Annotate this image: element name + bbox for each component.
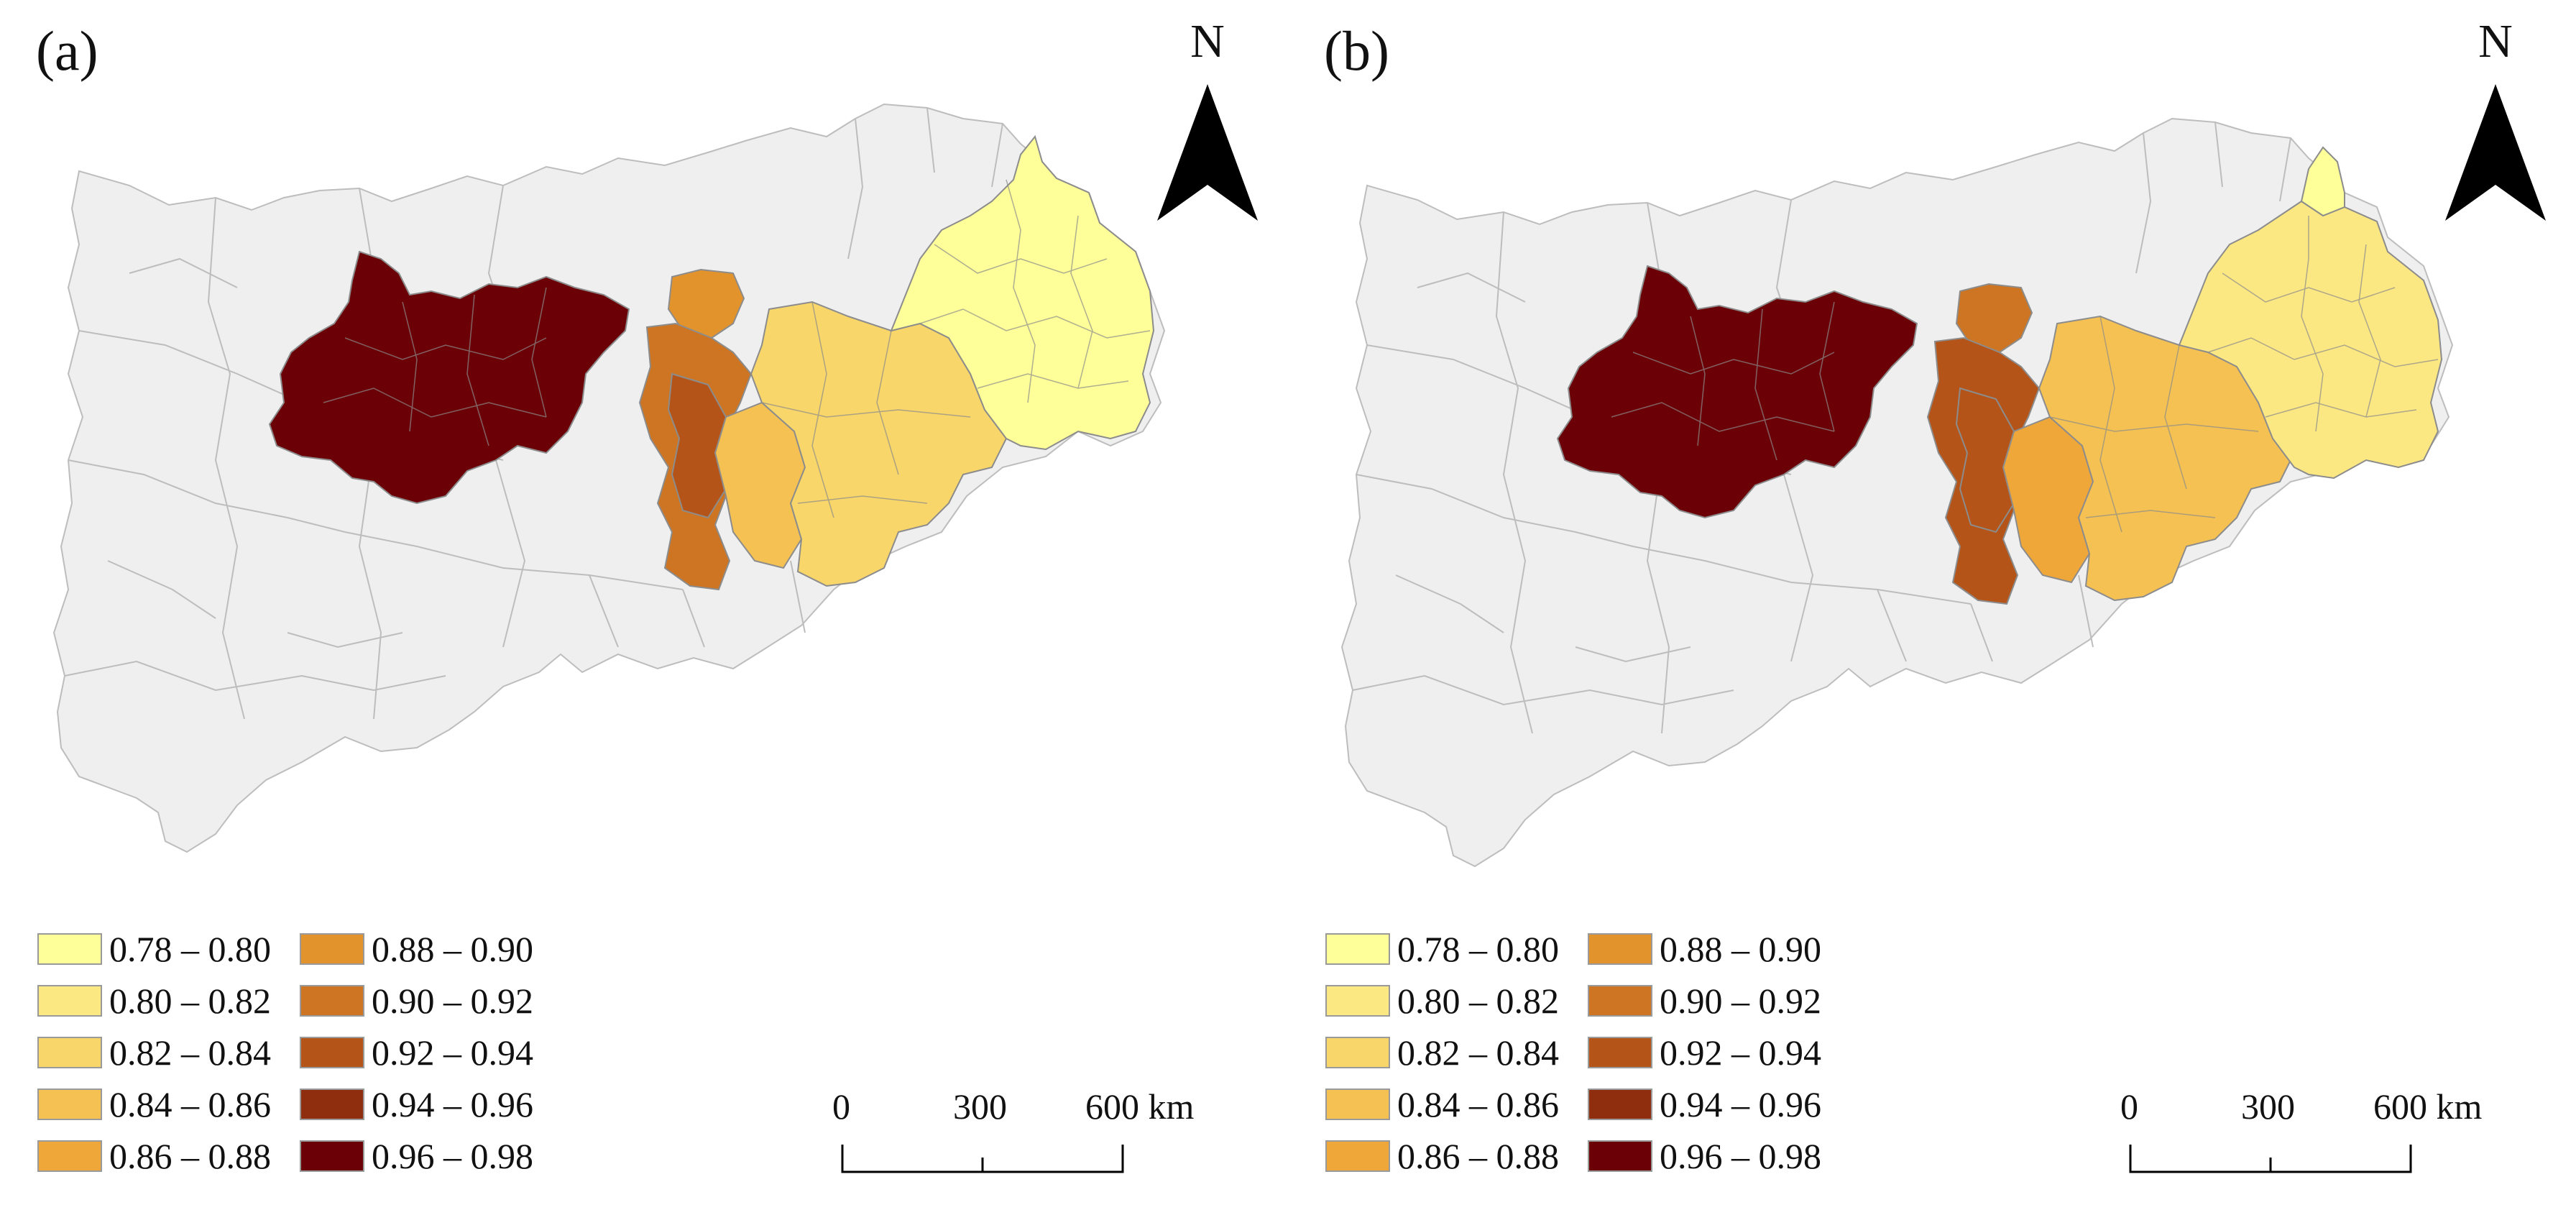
legend: 0.78 – 0.80 0.80 – 0.82 0.82 – 0.84 0.84… (1325, 927, 1872, 1186)
legend-swatch (300, 985, 364, 1017)
legend-label: 0.84 – 0.86 (1397, 1084, 1559, 1124)
legend-swatch (37, 985, 102, 1017)
legend-swatch (1588, 933, 1652, 965)
legend-item: 0.94 – 0.96 (300, 1083, 533, 1126)
scale-line (2129, 1145, 2412, 1173)
legend-item: 0.96 – 0.98 (1588, 1135, 1821, 1178)
scale-label: 0 (2120, 1086, 2138, 1127)
region-east (890, 134, 1155, 451)
north-arrow: N (2445, 18, 2546, 234)
legend-label: 0.86 – 0.88 (1397, 1136, 1559, 1176)
legend-item: 0.78 – 0.80 (1325, 927, 1559, 971)
legend-item: 0.92 – 0.94 (300, 1031, 533, 1074)
north-label: N (1190, 15, 1225, 68)
legend-swatch (1325, 933, 1390, 965)
legend-label: 0.88 – 0.90 (372, 929, 533, 969)
legend-item: 0.80 – 0.82 (37, 979, 271, 1022)
legend-label: 0.88 – 0.90 (1660, 929, 1821, 969)
region-middle-core (1955, 387, 2015, 533)
north-arrow-icon (2445, 84, 2546, 221)
legend-label: 0.82 – 0.84 (109, 1032, 271, 1073)
legend-label: 0.78 – 0.80 (1397, 929, 1559, 969)
legend-swatch (1588, 1037, 1652, 1068)
scale-bar: 0 300 600 km (812, 1086, 1194, 1193)
scale-label: 300 (953, 1086, 1007, 1127)
legend-label: 0.78 – 0.80 (109, 929, 271, 969)
legend-item: 0.96 – 0.98 (300, 1135, 533, 1178)
legend-item: 0.90 – 0.92 (1588, 979, 1821, 1022)
legend-swatch (1588, 1088, 1652, 1120)
legend-label: 0.82 – 0.84 (1397, 1032, 1559, 1073)
legend-item: 0.80 – 0.82 (1325, 979, 1559, 1022)
scale-bar: 0 300 600 km (2100, 1086, 2482, 1193)
region-middle-north (667, 268, 745, 339)
legend-label: 0.92 – 0.94 (1660, 1032, 1821, 1073)
legend-swatch (1325, 1037, 1390, 1068)
legend-label: 0.96 – 0.98 (1660, 1136, 1821, 1176)
legend-label: 0.96 – 0.98 (372, 1136, 533, 1176)
legend-item: 0.90 – 0.92 (300, 979, 533, 1022)
panel-label: (a) (36, 19, 98, 82)
legend: 0.78 – 0.80 0.80 – 0.82 0.82 – 0.84 0.84… (37, 927, 584, 1186)
legend-label: 0.90 – 0.92 (372, 981, 533, 1021)
legend-swatch (300, 1037, 364, 1068)
legend-swatch (1325, 1088, 1390, 1120)
base-map-no-data (52, 103, 1166, 853)
legend-swatch (37, 1037, 102, 1068)
legend-item: 0.86 – 0.88 (37, 1135, 271, 1178)
scale-label: 600 km (1085, 1086, 1195, 1127)
legend-item: 0.94 – 0.96 (1588, 1083, 1821, 1126)
choropleth-map (1340, 117, 2454, 868)
scale-label: 300 (2241, 1086, 2295, 1127)
legend-swatch (1325, 1140, 1390, 1172)
legend-swatch (1325, 985, 1390, 1017)
legend-item: 0.88 – 0.90 (1588, 927, 1821, 971)
choropleth-map (52, 103, 1166, 853)
panel-label: (b) (1324, 19, 1389, 82)
legend-label: 0.90 – 0.92 (1660, 981, 1821, 1021)
legend-label: 0.94 – 0.96 (372, 1084, 533, 1124)
legend-item: 0.88 – 0.90 (300, 927, 533, 971)
scale-label: 0 (832, 1086, 850, 1127)
legend-swatch (300, 1140, 364, 1172)
region-east (2178, 200, 2443, 480)
legend-swatch (1588, 985, 1652, 1017)
legend-label: 0.80 – 0.82 (1397, 981, 1559, 1021)
legend-label: 0.92 – 0.94 (372, 1032, 533, 1073)
north-label: N (2478, 15, 2513, 68)
legend-label: 0.94 – 0.96 (1660, 1084, 1821, 1124)
legend-swatch (300, 933, 364, 965)
legend-label: 0.86 – 0.88 (109, 1136, 271, 1176)
map-panel-a: (a) (36, 18, 1258, 1193)
map-panel-b: (b) (1288, 0, 2576, 1210)
legend-swatch (37, 1088, 102, 1120)
north-arrow-icon (1157, 84, 1258, 221)
legend-swatch (1588, 1140, 1652, 1172)
legend-item: 0.84 – 0.86 (37, 1083, 271, 1126)
legend-item: 0.78 – 0.80 (37, 927, 271, 971)
legend-swatch (37, 933, 102, 965)
region-middle-core (667, 372, 727, 519)
region-west (1556, 265, 1918, 519)
legend-item: 0.82 – 0.84 (37, 1031, 271, 1074)
legend-swatch (37, 1140, 102, 1172)
legend-item: 0.84 – 0.86 (1325, 1083, 1559, 1126)
legend-label: 0.80 – 0.82 (109, 981, 271, 1021)
legend-swatch (300, 1088, 364, 1120)
region-west (268, 250, 630, 505)
scale-label: 600 km (2373, 1086, 2483, 1127)
region-middle-north (1955, 283, 2033, 354)
scale-line (841, 1145, 1124, 1173)
legend-label: 0.84 – 0.86 (109, 1084, 271, 1124)
legend-item: 0.86 – 0.88 (1325, 1135, 1559, 1178)
legend-item: 0.92 – 0.94 (1588, 1031, 1821, 1074)
legend-item: 0.82 – 0.84 (1325, 1031, 1559, 1074)
north-arrow: N (1157, 18, 1258, 234)
region-northeast-tip (2300, 146, 2345, 217)
